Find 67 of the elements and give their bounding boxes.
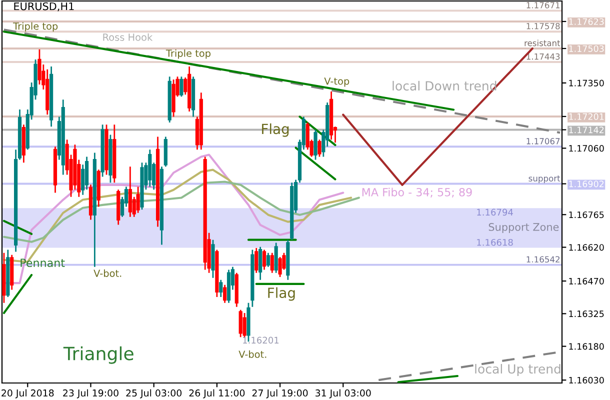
candlestick [262,249,266,270]
x-tick-label: 26 Jul 11:00 [189,389,245,398]
annotation: 1.16201 [243,336,279,344]
candlestick [136,186,140,214]
x-tick-label: 31 Jul 03:00 [316,389,371,398]
annotation: Triangle [63,346,134,364]
candlestick [148,148,152,188]
y-tick-label: 1.16902 [569,180,604,188]
candlestick [112,124,116,184]
candlestick [254,247,258,274]
annotation: Ross Hook [103,33,153,41]
ref-line-label: 1.17067 [526,138,560,144]
y-tick-label: 1.16470 [569,278,604,284]
annotation: 1.16794 [477,208,513,216]
ref-line-label: 1.17443 [526,53,560,60]
candlestick [278,256,282,278]
annotation: local Down trend [392,80,496,91]
candlestick [92,152,96,268]
x-tick-label: 27 Jul 19:00 [252,389,308,398]
ref-line-label: resistant [524,40,560,46]
annotation: Pennant [20,258,65,268]
candlestick [219,279,223,298]
candlestick [211,239,215,279]
annotation: Triple top [13,22,58,32]
candlestick [266,252,270,268]
y-tick-label: 1.16030 [569,376,604,384]
x-tick-label: 20 Jul 2018 [2,389,54,398]
annotation: MA Fibo - 34; 55; 89 [362,188,472,198]
candlestick [22,124,26,164]
y-tick-label: 1.16180 [569,343,604,350]
candlestick [46,68,50,116]
line-series [2,180,360,243]
candlestick [2,252,6,304]
candlestick [128,166,132,218]
annotation: Flag [262,123,289,137]
candlestick [38,48,42,86]
candlestick [258,246,262,281]
y-tick-label: 1.17201 [569,113,604,120]
y-tick-label: 1.17503 [569,45,604,52]
y-tick-label: 1.17060 [569,145,604,152]
candlestick [223,284,227,304]
y-tick-label: 1.16325 [569,310,604,318]
y-tick-label: 1.16765 [569,211,604,218]
annotation: V-bot. [238,350,266,358]
annotation: 1.16618 [477,238,513,246]
y-tick-label: 1.16620 [569,244,604,251]
annotation: V-bot. [94,269,122,277]
candlestick [104,124,108,176]
x-tick-label: 25 Jul 03:00 [126,389,182,398]
y-tick-label: 1.17350 [569,80,604,86]
ref-line-label: 1.17671 [526,2,560,8]
annotation: Flag [268,287,295,301]
x-tick-label: 23 Jul 19:00 [63,389,118,398]
y-tick-label: 1.17623 [569,18,604,25]
candlestick [140,162,144,210]
candlestick [270,252,274,274]
candlestick [318,138,322,158]
candlestick [314,129,318,160]
annotation: Triple top [166,49,210,59]
annotation: V-top [324,78,350,87]
band-label: Support Zone [488,223,559,233]
annotation: local Up trend [475,364,560,376]
chart-title: EURUSD,H1 [14,2,74,12]
ref-line-label: 1.17578 [526,23,560,30]
ref-line-label: 1.16542 [526,256,560,263]
y-tick-label: 1.17142 [569,126,604,134]
ref-line-label: support [528,176,560,184]
